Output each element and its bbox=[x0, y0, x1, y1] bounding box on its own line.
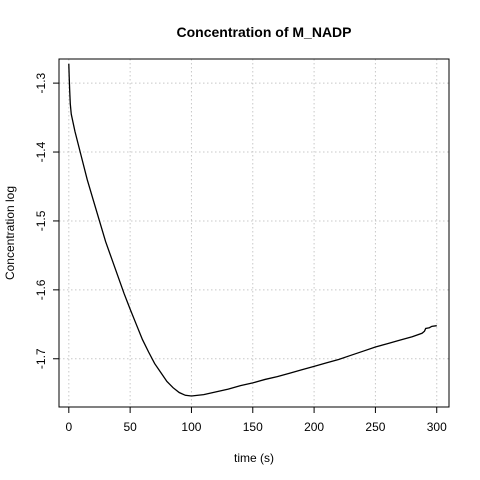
x-tick-label: 150 bbox=[243, 420, 263, 434]
y-tick-label: -1.5 bbox=[34, 210, 48, 231]
y-tick-label: -1.6 bbox=[34, 279, 48, 300]
chart-title: Concentration of M_NADP bbox=[177, 24, 352, 40]
y-tick-label: -1.4 bbox=[34, 141, 48, 162]
plot-frame bbox=[58, 58, 450, 408]
y-axis: -1.3 -1.4 -1.5 -1.6 -1.7 bbox=[34, 72, 59, 369]
y-axis-label: Concentration log bbox=[3, 186, 17, 280]
x-tick-label: 100 bbox=[181, 420, 201, 434]
x-axis-label: time (s) bbox=[234, 451, 274, 465]
x-tick-label: 250 bbox=[365, 420, 385, 434]
grid bbox=[59, 59, 449, 407]
x-tick-label: 50 bbox=[123, 420, 137, 434]
series-line bbox=[68, 63, 437, 397]
x-tick-label: 0 bbox=[65, 420, 72, 434]
y-tick-label: -1.3 bbox=[34, 72, 48, 93]
x-tick-label: 300 bbox=[427, 420, 447, 434]
x-tick-label: 200 bbox=[304, 420, 324, 434]
y-tick-label: -1.7 bbox=[34, 348, 48, 369]
x-axis: 0 50 100 150 200 250 300 bbox=[65, 407, 447, 434]
